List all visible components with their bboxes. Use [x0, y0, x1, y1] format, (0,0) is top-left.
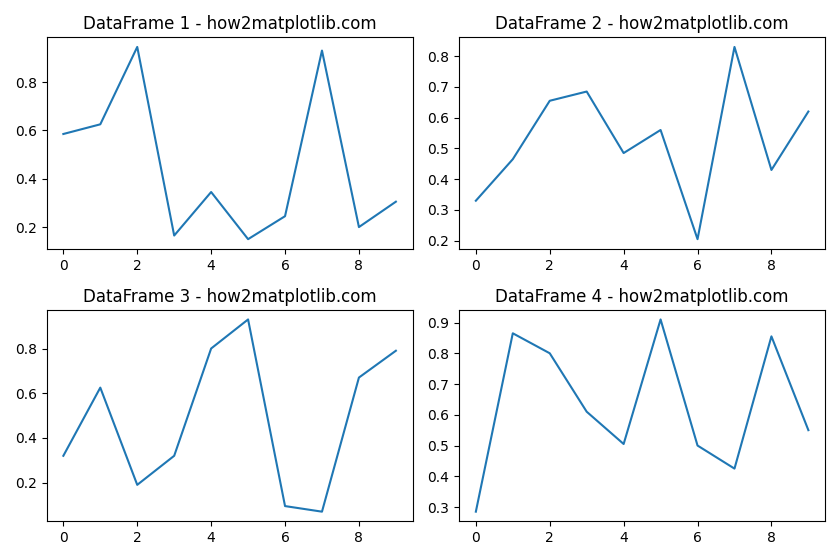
Title: DataFrame 4 - how2matplotlib.com: DataFrame 4 - how2matplotlib.com [496, 287, 789, 306]
Title: DataFrame 2 - how2matplotlib.com: DataFrame 2 - how2matplotlib.com [496, 15, 789, 33]
Title: DataFrame 3 - how2matplotlib.com: DataFrame 3 - how2matplotlib.com [83, 287, 376, 306]
Title: DataFrame 1 - how2matplotlib.com: DataFrame 1 - how2matplotlib.com [83, 15, 376, 33]
